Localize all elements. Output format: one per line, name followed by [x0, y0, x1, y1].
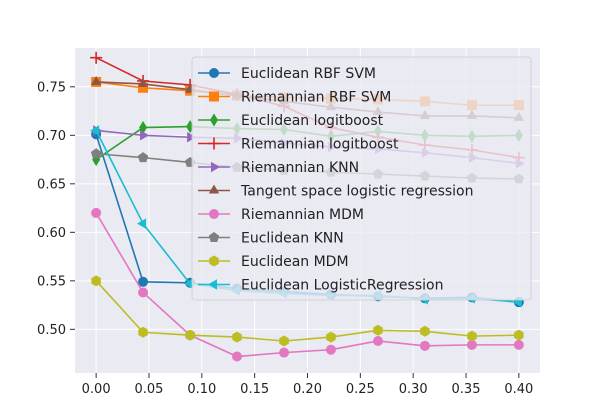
data-point	[232, 331, 242, 343]
legend-marker	[209, 255, 219, 267]
legend-marker	[208, 279, 217, 290]
legend-item: Riemannian KNN	[198, 160, 359, 176]
y-tick-label: 0.55	[37, 274, 66, 289]
data-point	[91, 207, 102, 218]
x-axis: 0.00 0.05 0.10 0.15 0.20 0.25 0.30 0.35 0.40	[82, 373, 533, 397]
data-point	[279, 335, 289, 347]
legend-label: Euclidean KNN	[241, 231, 344, 247]
x-tick-label: 0.25	[346, 382, 375, 397]
legend-marker	[209, 209, 219, 219]
x-tick-label: 0.30	[399, 382, 428, 397]
legend-label: Riemannian MDM	[241, 207, 364, 223]
legend-item: Euclidean MDM	[198, 254, 349, 270]
legend: Euclidean RBF SVM Riemannian RBF SVM Eucli…	[191, 56, 532, 301]
data-point	[419, 340, 430, 351]
data-point	[420, 325, 430, 337]
data-point	[137, 152, 149, 163]
legend-label: Tangent space logistic regression	[240, 184, 474, 200]
legend-item: Euclidean logitboost	[198, 113, 384, 129]
data-point	[90, 125, 100, 136]
data-point	[138, 326, 148, 338]
data-point	[325, 344, 336, 355]
data-point	[372, 335, 383, 346]
x-tick-label: 0.20	[293, 382, 322, 397]
data-point	[138, 287, 149, 298]
data-point	[137, 218, 147, 229]
legend-label: Euclidean RBF SVM	[241, 66, 376, 82]
data-point	[279, 347, 290, 358]
y-axis: 0.50 0.55 0.60 0.65 0.70 0.75	[37, 80, 75, 338]
y-tick-label: 0.65	[37, 177, 66, 192]
y-tick-label: 0.70	[37, 129, 66, 144]
x-tick-label: 0.05	[135, 382, 164, 397]
data-point	[139, 121, 148, 135]
data-point	[90, 75, 102, 85]
legend-label: Riemannian RBF SVM	[241, 90, 391, 106]
legend-label: Riemannian logitboost	[241, 137, 399, 153]
legend-label: Euclidean LogisticRegression	[241, 278, 443, 294]
x-tick-label: 0.10	[187, 382, 216, 397]
legend-marker	[211, 161, 220, 173]
legend-marker	[209, 68, 219, 78]
legend-item: Riemannian RBF SVM	[198, 90, 391, 106]
x-tick-label: 0.15	[240, 382, 269, 397]
x-tick-label: 0.00	[82, 382, 111, 397]
y-tick-label: 0.60	[37, 226, 66, 241]
legend-item: Euclidean LogisticRegression	[198, 278, 443, 294]
data-point	[137, 77, 149, 87]
legend-marker	[208, 137, 220, 150]
data-point	[326, 331, 336, 343]
legend-marker	[209, 91, 219, 102]
data-point	[513, 339, 524, 350]
legend-item: Euclidean KNN	[198, 231, 344, 247]
data-point	[90, 51, 103, 64]
data-point	[466, 339, 477, 350]
data-point	[138, 276, 149, 287]
data-point	[232, 351, 243, 362]
series-8	[91, 275, 524, 347]
data-point	[140, 130, 150, 141]
legend-item: Tangent space logistic regression	[198, 184, 474, 200]
data-point	[138, 82, 149, 93]
legend-marker	[208, 232, 220, 242]
legend-item: Euclidean RBF SVM	[198, 66, 376, 82]
data-point	[185, 329, 195, 341]
x-tick-label: 0.40	[504, 382, 533, 397]
data-point	[373, 324, 383, 336]
series-line	[95, 212, 519, 358]
y-tick-label: 0.50	[37, 323, 66, 338]
data-point	[91, 275, 101, 287]
legend-label: Euclidean MDM	[241, 254, 349, 270]
data-point	[187, 132, 197, 143]
legend-marker	[208, 184, 220, 194]
series-line	[95, 280, 519, 342]
data-point	[90, 148, 102, 159]
legend-label: Riemannian KNN	[241, 160, 359, 176]
data-point	[184, 278, 194, 289]
legend-label: Euclidean logitboost	[241, 113, 384, 129]
data-point	[514, 329, 524, 341]
legend-item: Riemannian MDM	[198, 207, 364, 223]
legend-box	[191, 56, 532, 301]
legend-item: Riemannian logitboost	[198, 137, 399, 153]
y-tick-label: 0.75	[37, 80, 66, 95]
x-tick-label: 0.35	[452, 382, 481, 397]
data-point	[467, 330, 477, 342]
legend-marker	[210, 113, 218, 127]
